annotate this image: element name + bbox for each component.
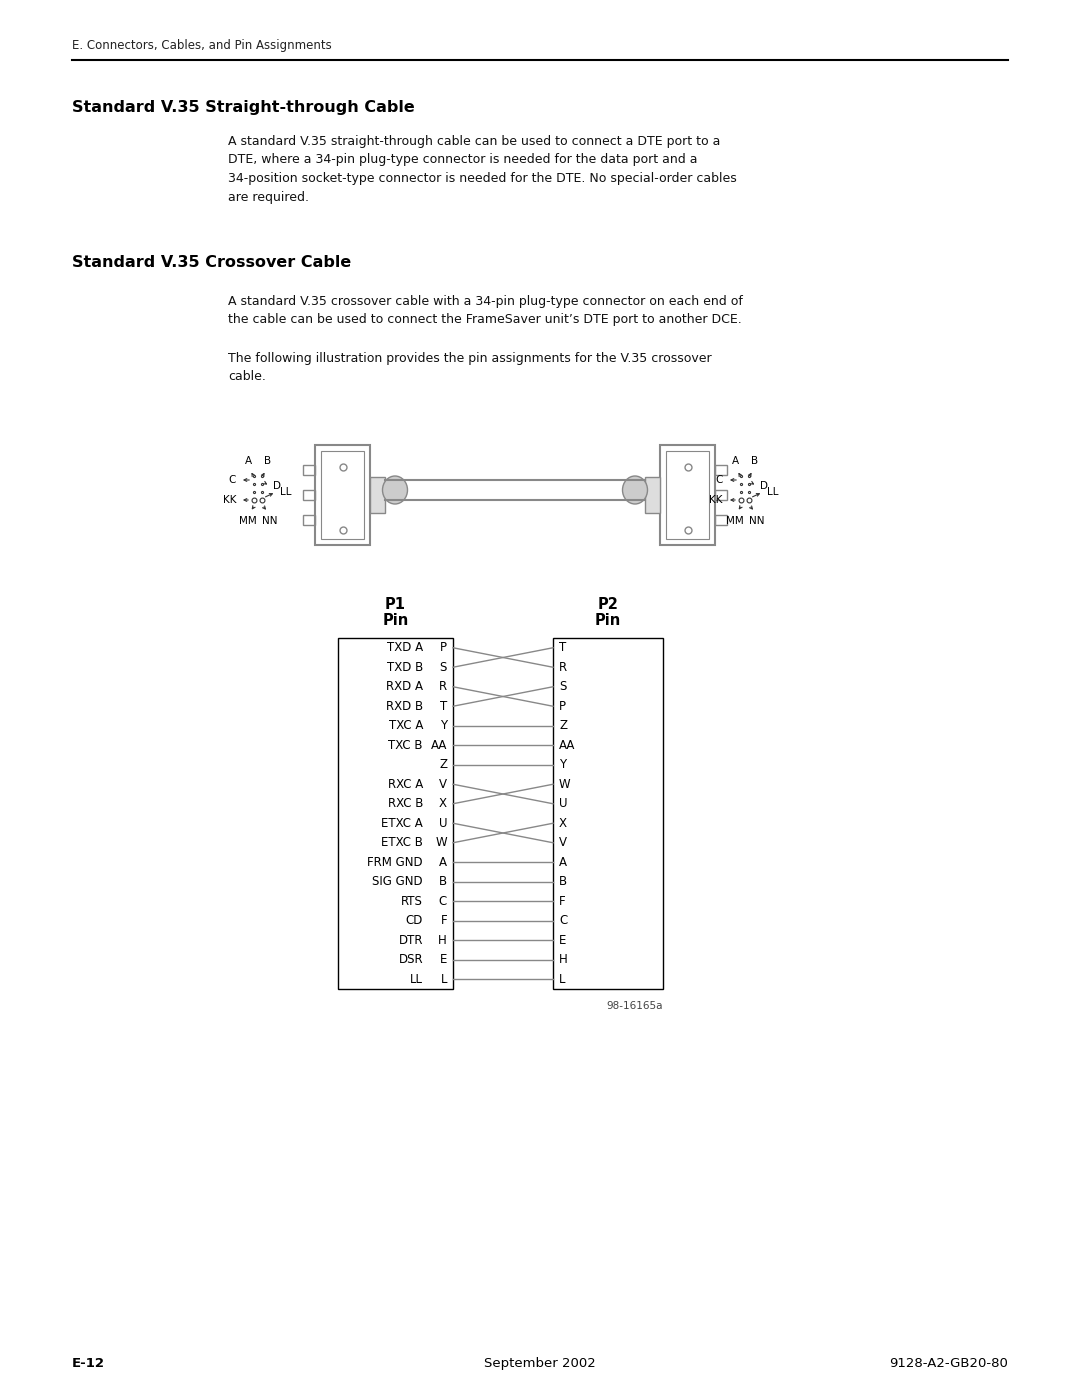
Text: NN: NN	[750, 515, 765, 527]
Text: F: F	[441, 914, 447, 928]
Text: A: A	[731, 455, 739, 467]
Text: Z: Z	[559, 719, 567, 732]
Bar	[303, 490, 315, 500]
Text: FRM GND: FRM GND	[367, 856, 423, 869]
Bar	[645, 476, 660, 513]
Text: RXD B: RXD B	[386, 700, 423, 712]
Text: Y: Y	[440, 719, 447, 732]
Text: NN: NN	[262, 515, 278, 527]
Text: B: B	[752, 455, 758, 467]
Text: T: T	[559, 641, 566, 654]
Text: F: F	[559, 894, 566, 908]
Text: AA: AA	[431, 739, 447, 752]
Text: L: L	[441, 972, 447, 986]
Text: MM: MM	[239, 515, 257, 527]
Text: CD: CD	[406, 914, 423, 928]
Text: Z: Z	[438, 759, 447, 771]
Text: September 2002: September 2002	[484, 1356, 596, 1370]
Text: 98-16165a: 98-16165a	[607, 1002, 663, 1011]
Text: LL: LL	[280, 488, 292, 497]
Bar	[715, 515, 727, 525]
Bar	[660, 446, 715, 545]
Text: L: L	[559, 972, 566, 986]
Bar	[338, 638, 453, 989]
Text: R: R	[559, 661, 567, 673]
Text: T: T	[440, 700, 447, 712]
Text: H: H	[559, 953, 568, 967]
Text: R: R	[438, 680, 447, 693]
Text: C: C	[229, 475, 237, 485]
Text: E. Connectors, Cables, and Pin Assignments: E. Connectors, Cables, and Pin Assignmen…	[72, 39, 332, 52]
Text: X: X	[438, 798, 447, 810]
Text: H: H	[438, 933, 447, 947]
Text: A standard V.35 straight-through cable can be used to connect a DTE port to a
DT: A standard V.35 straight-through cable c…	[228, 136, 737, 204]
Bar	[553, 638, 663, 989]
Text: RXC A: RXC A	[388, 778, 423, 791]
Text: S: S	[559, 680, 566, 693]
Bar	[715, 490, 727, 500]
Text: RTS: RTS	[401, 894, 423, 908]
Text: LL: LL	[410, 972, 423, 986]
Text: C: C	[559, 914, 567, 928]
Text: U: U	[438, 817, 447, 830]
Text: P2: P2	[597, 597, 619, 612]
Text: SIG GND: SIG GND	[373, 876, 423, 888]
Text: Pin: Pin	[595, 613, 621, 629]
Bar	[321, 451, 364, 539]
Bar	[315, 446, 370, 545]
Text: U: U	[559, 798, 567, 810]
Text: P: P	[440, 641, 447, 654]
Text: D: D	[273, 481, 281, 490]
Text: V: V	[559, 837, 567, 849]
Text: A: A	[559, 856, 567, 869]
Text: B: B	[559, 876, 567, 888]
Text: C: C	[716, 475, 723, 485]
Text: S: S	[440, 661, 447, 673]
Text: TXC B: TXC B	[389, 739, 423, 752]
Ellipse shape	[382, 476, 407, 504]
Text: A: A	[244, 455, 252, 467]
Text: X: X	[559, 817, 567, 830]
Text: AA: AA	[559, 739, 576, 752]
Bar	[303, 515, 315, 525]
Text: RXC B: RXC B	[388, 798, 423, 810]
Text: C: C	[438, 894, 447, 908]
Bar	[715, 465, 727, 475]
Bar	[303, 465, 315, 475]
Text: B: B	[265, 455, 271, 467]
Text: ETXC A: ETXC A	[381, 817, 423, 830]
Text: DSR: DSR	[399, 953, 423, 967]
Text: W: W	[559, 778, 570, 791]
Text: TXC A: TXC A	[389, 719, 423, 732]
Text: E-12: E-12	[72, 1356, 105, 1370]
Text: ETXC B: ETXC B	[381, 837, 423, 849]
Text: E: E	[559, 933, 566, 947]
Text: The following illustration provides the pin assignments for the V.35 crossover
c: The following illustration provides the …	[228, 352, 712, 384]
Text: Y: Y	[559, 759, 566, 771]
Text: A standard V.35 crossover cable with a 34-pin plug-type connector on each end of: A standard V.35 crossover cable with a 3…	[228, 295, 743, 327]
Text: MM: MM	[726, 515, 744, 527]
Text: RXD A: RXD A	[386, 680, 423, 693]
Text: Standard V.35 Crossover Cable: Standard V.35 Crossover Cable	[72, 256, 351, 270]
Text: TXD B: TXD B	[387, 661, 423, 673]
Text: W: W	[435, 837, 447, 849]
Text: E: E	[440, 953, 447, 967]
Text: TXD A: TXD A	[387, 641, 423, 654]
Bar	[370, 476, 384, 513]
Ellipse shape	[622, 476, 648, 504]
Bar	[666, 451, 708, 539]
Text: V: V	[438, 778, 447, 791]
Text: P: P	[559, 700, 566, 712]
Text: 9128-A2-GB20-80: 9128-A2-GB20-80	[889, 1356, 1008, 1370]
Text: Pin: Pin	[382, 613, 408, 629]
Text: D: D	[760, 481, 768, 490]
Text: KK: KK	[222, 495, 237, 504]
Text: A: A	[438, 856, 447, 869]
Text: B: B	[438, 876, 447, 888]
Text: DTR: DTR	[399, 933, 423, 947]
Text: KK: KK	[710, 495, 723, 504]
Text: LL: LL	[767, 488, 779, 497]
Text: P1: P1	[384, 597, 406, 612]
Text: Standard V.35 Straight-through Cable: Standard V.35 Straight-through Cable	[72, 101, 415, 115]
